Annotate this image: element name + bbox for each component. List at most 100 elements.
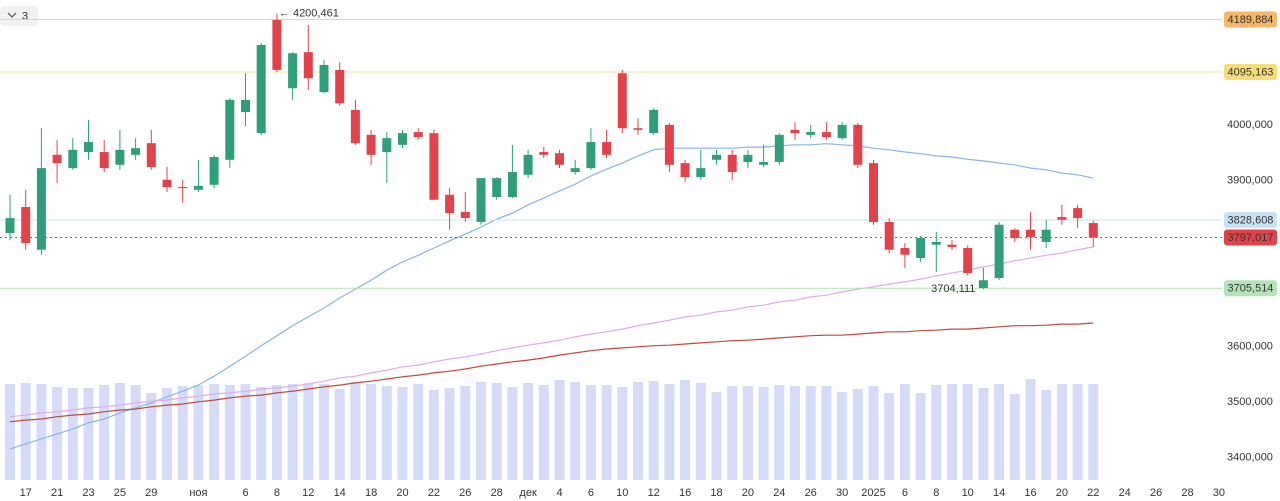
x-tick-label: 18	[710, 487, 722, 499]
volume-bar	[585, 385, 596, 480]
candle-body	[821, 132, 831, 138]
x-tick-label: 10	[962, 487, 974, 499]
candle-body	[52, 154, 62, 164]
candle-body	[602, 142, 612, 155]
candle-body	[539, 152, 549, 155]
candle-body	[507, 172, 517, 197]
candle-body	[555, 153, 564, 165]
x-tick-label: 26	[1150, 487, 1162, 499]
candle-body	[774, 134, 784, 163]
candle-body	[99, 152, 109, 169]
candle-body	[162, 179, 172, 188]
volume-bar	[350, 382, 361, 480]
candle-body	[21, 206, 31, 244]
x-tick-label: 29	[145, 487, 157, 499]
x-tick-label: 18	[365, 487, 377, 499]
volume-bar	[1072, 384, 1083, 480]
volume-bar	[397, 387, 408, 480]
volume-bar	[790, 386, 800, 480]
volume-bar	[334, 389, 345, 480]
volume-bar	[962, 384, 973, 480]
price-label-box	[1224, 11, 1277, 28]
candle-body	[994, 224, 1004, 279]
indicator-toggle[interactable]	[0, 6, 38, 26]
volume-bar	[224, 385, 235, 480]
candle-body	[727, 154, 737, 173]
volume-bar	[648, 381, 659, 480]
x-tick-label: 4	[556, 487, 562, 499]
volume-bar	[978, 388, 989, 480]
candle-body	[272, 19, 282, 70]
volume-bar	[444, 388, 455, 480]
candle-body	[84, 142, 93, 153]
volume-bar	[664, 384, 675, 480]
x-tick-label: 17	[20, 487, 32, 499]
x-tick-label: 12	[302, 487, 314, 499]
candle-body	[36, 168, 46, 250]
price-label-box	[1224, 211, 1277, 228]
candle-body	[853, 124, 863, 165]
x-tick-label: 24	[1119, 487, 1131, 499]
volume-bar	[523, 383, 534, 480]
candle-body	[256, 44, 266, 134]
volume-bar	[460, 386, 471, 480]
y-tick-label: 3500,000	[1227, 396, 1273, 408]
candle-body	[350, 109, 360, 144]
price-label-box	[1224, 64, 1277, 81]
candle-body	[319, 64, 329, 93]
x-tick-label: 14	[993, 487, 1005, 499]
moving-line	[9, 246, 1094, 418]
x-tick-label: 23	[82, 487, 94, 499]
volume-bar	[1088, 384, 1099, 480]
volume-bar	[617, 387, 628, 480]
x-tick-label: 28	[1181, 487, 1193, 499]
candle-body	[303, 52, 313, 79]
x-tick-label: 8	[274, 487, 280, 499]
volume-bar	[114, 383, 125, 480]
volume-bar	[303, 383, 314, 480]
candle-body	[931, 241, 941, 245]
price-axis	[1222, 0, 1280, 501]
volume-bar	[695, 383, 706, 480]
candle-body	[680, 163, 690, 178]
x-tick-label: 16	[679, 487, 691, 499]
moving-line	[9, 322, 1094, 423]
candle-body	[131, 148, 141, 155]
volume-bar	[758, 387, 769, 480]
candle-body	[790, 129, 800, 134]
candle-body	[586, 142, 596, 169]
volume-bar	[633, 382, 643, 480]
price-label-box	[1224, 229, 1277, 246]
volume-bar	[680, 380, 691, 480]
volume-bar	[554, 380, 565, 480]
candle-body	[523, 154, 533, 175]
candle-body	[445, 194, 455, 214]
price-label: 3797,017	[1228, 232, 1274, 244]
volume-bar	[774, 385, 785, 480]
candle-body	[288, 53, 298, 89]
candle-body	[1041, 229, 1051, 242]
candle-body	[649, 109, 659, 134]
candle-body	[617, 73, 627, 129]
volume-bar	[67, 388, 78, 480]
volume-bar	[837, 392, 848, 480]
candle-body	[1088, 223, 1098, 238]
price-label: 3828,608	[1228, 214, 1274, 226]
volume-bar	[805, 386, 816, 480]
indicator-count: 3	[22, 10, 28, 22]
chevron-icon	[7, 12, 17, 18]
candle-body	[978, 280, 988, 288]
x-tick-label: 2025	[861, 487, 885, 499]
x-tick-label: 12	[648, 487, 660, 499]
volume-bar	[287, 384, 298, 480]
candle-body	[193, 185, 203, 190]
x-tick-label: 10	[616, 487, 628, 499]
x-tick-label: 25	[114, 487, 126, 499]
candle-body	[429, 133, 439, 200]
candle-body	[476, 178, 486, 222]
candle-body	[1057, 216, 1067, 220]
candle-body	[5, 218, 15, 234]
volume-bar	[319, 384, 329, 480]
candle-body	[947, 244, 957, 247]
